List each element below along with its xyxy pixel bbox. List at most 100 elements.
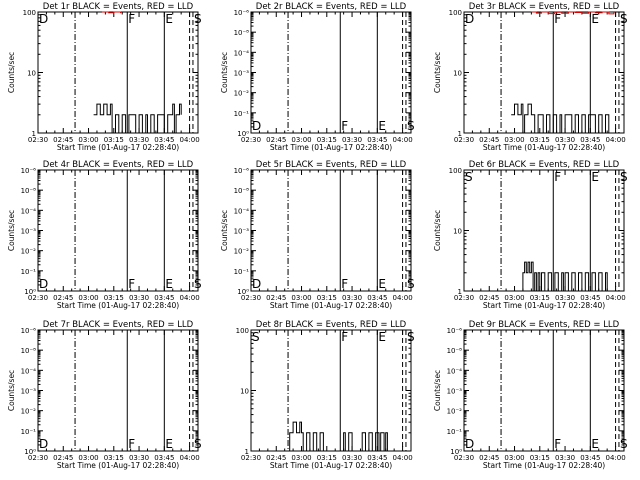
x-tick-label: 02:30: [454, 454, 474, 462]
x-axis-label: Start Time (01-Aug-17 02:28:40): [57, 301, 179, 310]
event-marker: S: [407, 119, 415, 133]
panel-det-6: Det 6r BLACK = Events, RED = LLD 100 10 1 Co…: [433, 160, 628, 310]
x-axis-label: Start Time (01-Aug-17 02:28:40): [57, 143, 179, 152]
event-marker: D: [39, 12, 48, 26]
event-marker: D: [465, 437, 474, 451]
y-tick-label: 10⁻⁸: [234, 29, 250, 37]
x-tick-label: 03:15: [530, 454, 550, 462]
x-tick-label: 03:45: [367, 454, 387, 462]
y-axis-label: Counts/sec: [7, 210, 16, 251]
event-marker: S: [194, 437, 202, 451]
event-marker: F: [128, 437, 135, 451]
x-axis-label: Start Time (01-Aug-17 02:28:40): [483, 461, 605, 470]
y-axis-label: Counts/sec: [220, 52, 229, 93]
y-tick-label: 10⁻⁶: [21, 327, 37, 335]
x-tick-label: 03:00: [78, 454, 98, 462]
event-marker: F: [128, 277, 135, 291]
event-marker: E: [591, 170, 599, 184]
y-tick-label: 10⁻²: [234, 248, 250, 256]
event-marker: F: [341, 277, 348, 291]
x-tick-label: 02:30: [454, 136, 474, 144]
y-tick-label: 10⁻³: [447, 388, 463, 396]
event-marker: S: [252, 330, 260, 344]
panel-det-9: Det 9r BLACK = Events, RED = LLD 10⁻⁶ 10⁻⁸…: [433, 320, 628, 470]
x-tick-label: 02:45: [53, 454, 73, 462]
x-tick-label: 03:30: [129, 454, 149, 462]
panel-title: Det 9r BLACK = Events, RED = LLD: [469, 320, 620, 330]
y-tick-label: 10⁻²: [234, 90, 250, 98]
x-tick-label: 03:30: [342, 294, 362, 302]
event-marker: E: [591, 437, 599, 451]
y-tick-label: 10⁻⁴: [447, 367, 463, 375]
panel-title: Det 4r BLACK = Events, RED = LLD: [43, 160, 194, 170]
x-tick-label: 03:45: [154, 294, 174, 302]
event-marker: F: [341, 330, 348, 344]
x-tick-label: 04:00: [392, 294, 412, 302]
x-tick-label: 02:45: [53, 136, 73, 144]
y-axis-label: Counts/sec: [7, 370, 16, 411]
x-tick-label: 03:15: [530, 136, 550, 144]
event-marker: S: [620, 12, 628, 26]
x-tick-label: 03:15: [530, 294, 550, 302]
event-marker: D: [252, 119, 261, 133]
event-marker: S: [194, 277, 202, 291]
x-tick-label: 02:30: [241, 454, 261, 462]
y-tick-label: 10⁻⁶: [447, 327, 463, 335]
panel-title: Det 3r BLACK = Events, RED = LLD: [469, 2, 620, 12]
y-tick-label: 10⁻⁶: [234, 9, 250, 17]
y-tick-label: 10⁻⁴: [21, 207, 37, 215]
panel-title: Det 6r BLACK = Events, RED = LLD: [469, 160, 620, 170]
y-tick-label: 1: [458, 130, 462, 138]
y-tick-label: 10⁻⁴: [234, 207, 250, 215]
event-marker: E: [378, 277, 386, 291]
y-tick-label: 1: [458, 288, 462, 296]
series-line-1: [102, 11, 121, 14]
panel-title: Det 2r BLACK = Events, RED = LLD: [256, 2, 407, 12]
x-tick-label: 03:00: [78, 294, 98, 302]
y-tick-label: 10⁻³: [234, 70, 250, 78]
x-tick-label: 04:00: [392, 454, 412, 462]
event-marker: F: [341, 119, 348, 133]
y-tick-label: 10⁻⁶: [21, 167, 37, 175]
x-tick-label: 03:00: [78, 136, 98, 144]
y-tick-label: 100: [449, 9, 462, 17]
y-tick-label: 100: [236, 327, 249, 335]
series-line-1: [531, 11, 615, 15]
x-axis-label: Start Time (01-Aug-17 02:28:40): [483, 143, 605, 152]
y-tick-label: 10: [453, 70, 462, 78]
x-tick-label: 04:00: [605, 136, 625, 144]
panel-title: Det 1r BLACK = Events, RED = LLD: [43, 2, 194, 12]
y-tick-label: 10⁻⁸: [234, 187, 250, 195]
x-tick-label: 04:00: [605, 454, 625, 462]
x-tick-label: 03:30: [342, 454, 362, 462]
y-tick-label: 100: [23, 9, 36, 17]
x-tick-label: 03:45: [580, 294, 600, 302]
event-marker: E: [591, 12, 599, 26]
y-tick-label: 10⁻⁶: [234, 167, 250, 175]
x-tick-label: 03:45: [580, 454, 600, 462]
event-marker: S: [465, 170, 473, 184]
event-marker: D: [465, 12, 474, 26]
y-axis-label: Counts/sec: [433, 210, 442, 251]
panel-det-3: Det 3r BLACK = Events, RED = LLD 100 10 1 Co…: [433, 2, 628, 152]
x-tick-label: 03:15: [317, 454, 337, 462]
x-tick-label: 03:45: [367, 294, 387, 302]
x-tick-label: 04:00: [179, 136, 199, 144]
y-tick-label: 10⁻²: [21, 408, 37, 416]
series-line-0: [288, 421, 388, 452]
plot-frame: [250, 11, 412, 134]
series-line-0: [511, 103, 610, 134]
x-tick-label: 03:00: [291, 136, 311, 144]
y-tick-label: 10⁻³: [21, 228, 37, 236]
x-axis-label: Start Time (01-Aug-17 02:28:40): [57, 461, 179, 470]
x-tick-label: 03:30: [555, 294, 575, 302]
panel-det-1: Det 1r BLACK = Events, RED = LLD 100 10 1 Co…: [7, 2, 202, 152]
x-tick-label: 02:30: [241, 294, 261, 302]
panel-det-5: Det 5r BLACK = Events, RED = LLD 10⁻⁶ 10⁻⁸…: [220, 160, 415, 310]
x-tick-label: 02:45: [266, 454, 286, 462]
y-tick-label: 10⁻¹: [21, 268, 37, 276]
y-tick-label: 10: [27, 70, 36, 78]
y-tick-label: 10⁰: [450, 448, 462, 456]
event-marker: S: [407, 330, 415, 344]
y-tick-label: 10⁻³: [21, 388, 37, 396]
